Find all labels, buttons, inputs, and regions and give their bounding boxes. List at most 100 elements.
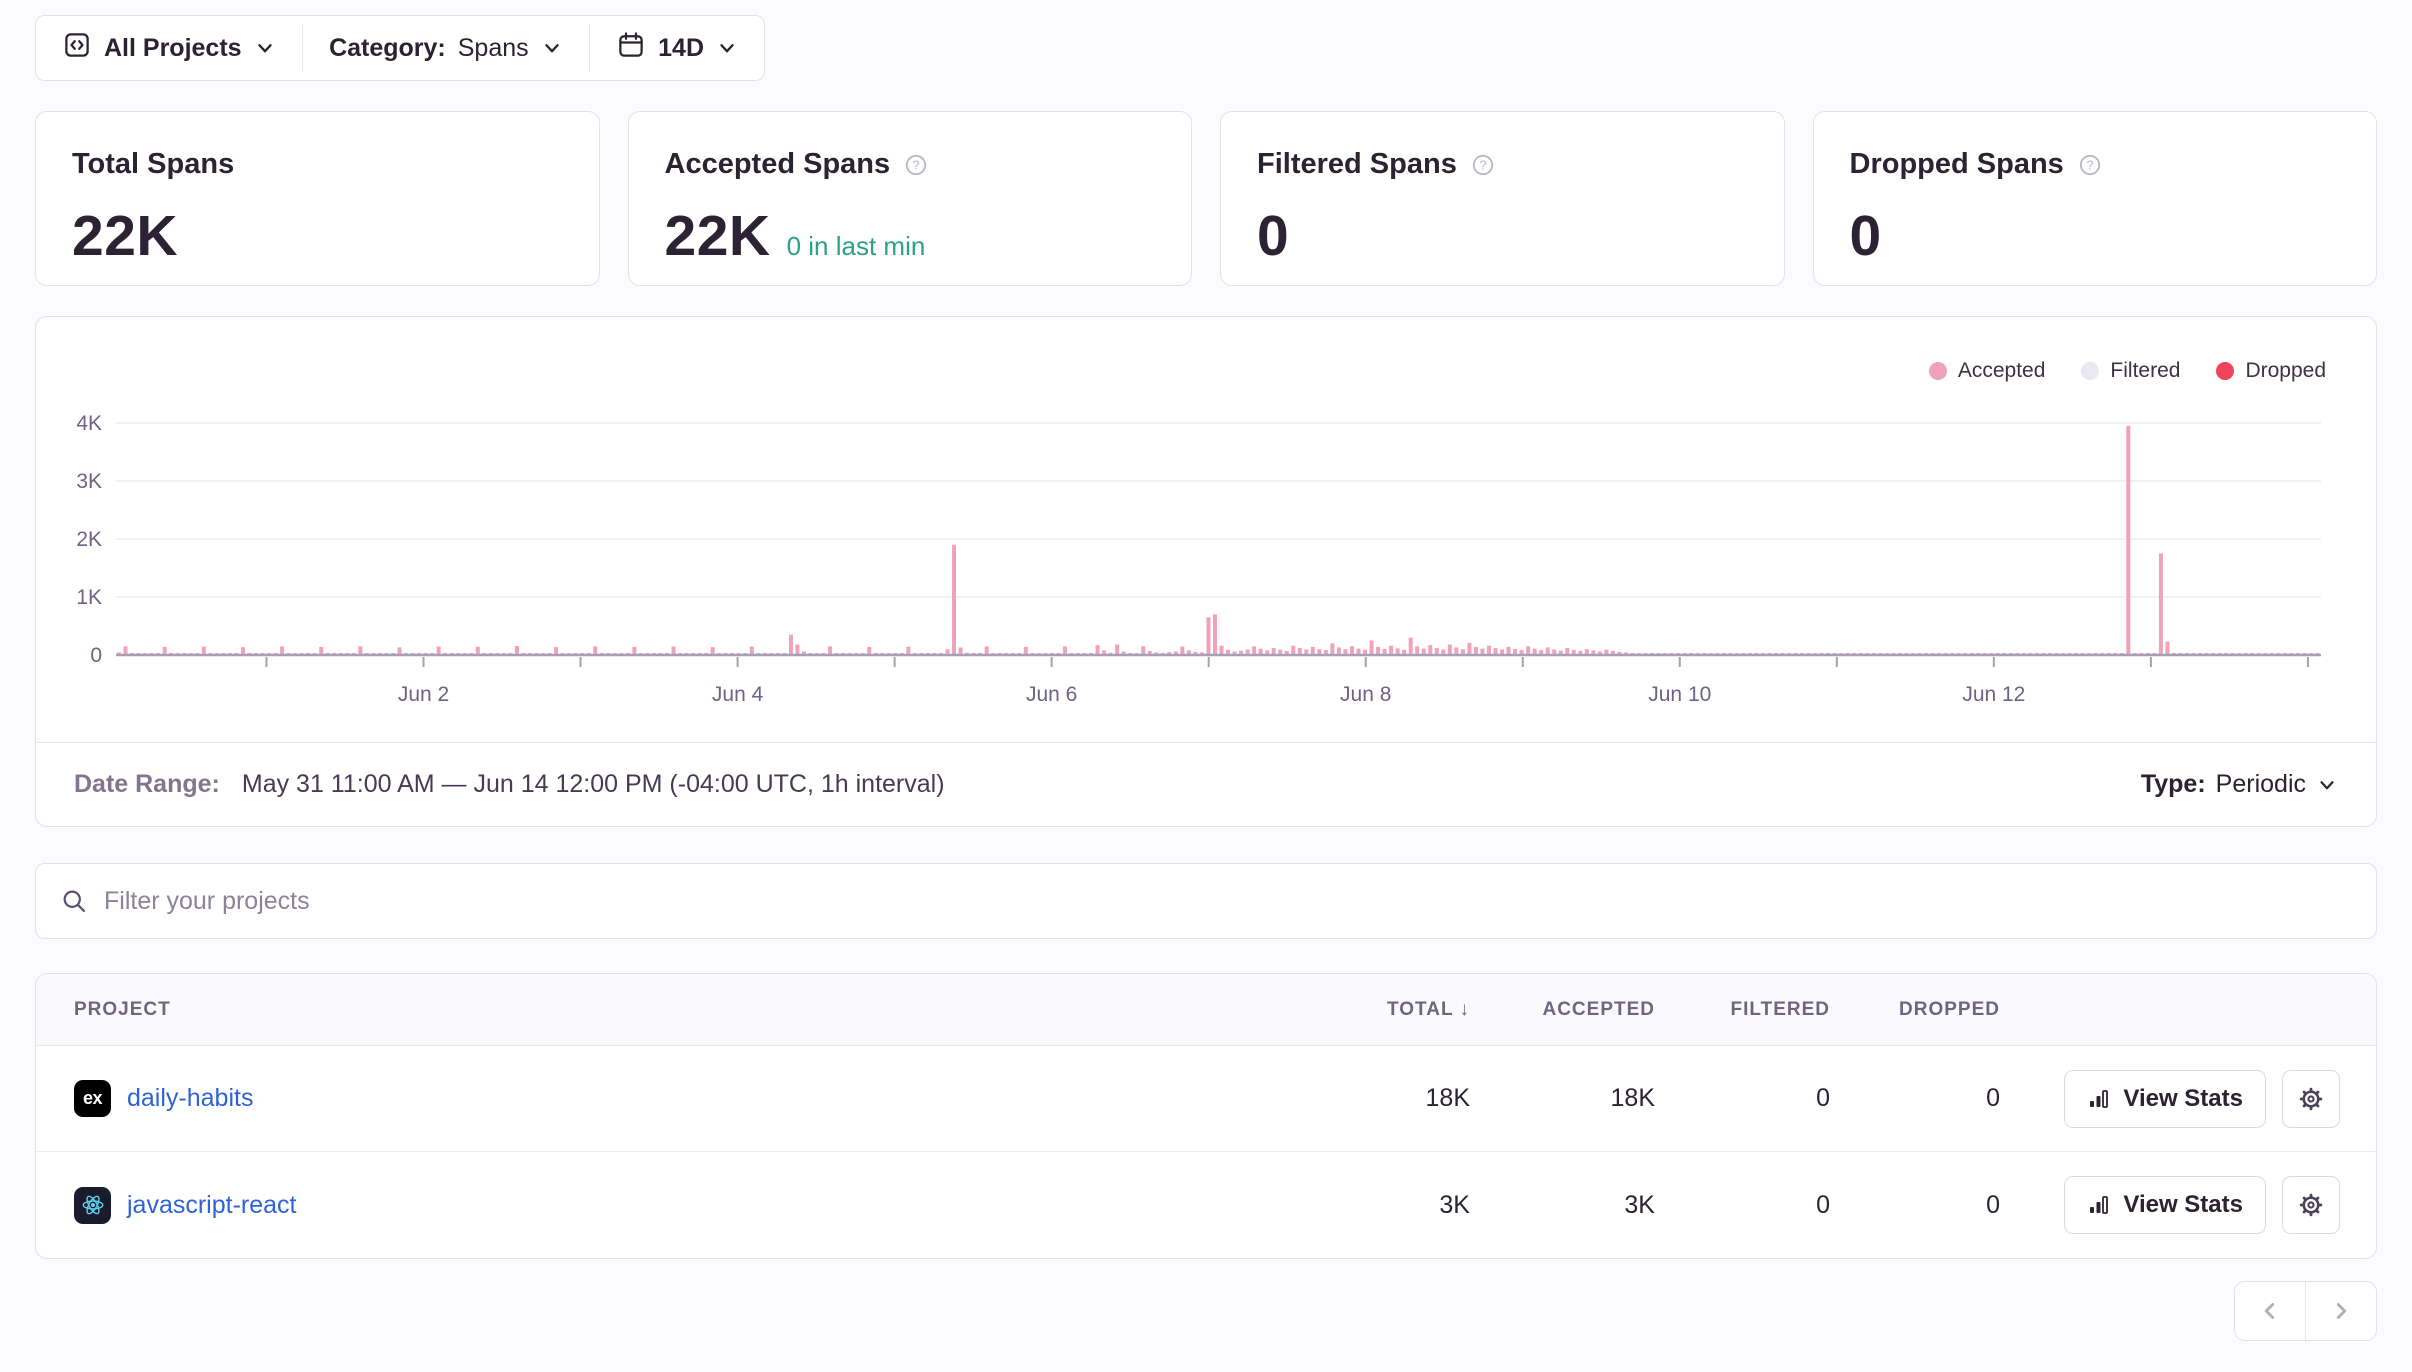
card-title: Filtered Spans <box>1257 148 1457 180</box>
bar-chart-icon <box>2090 1089 2109 1108</box>
search-icon <box>63 890 86 913</box>
total-cell: 18K <box>1425 1084 1470 1112</box>
help-icon[interactable]: ? <box>1471 153 1495 177</box>
svg-text:2K: 2K <box>76 528 102 551</box>
filtered-legend-dot <box>2081 362 2100 380</box>
card-title: Total Spans <box>72 148 235 180</box>
total-cell: 3K <box>1439 1190 1470 1219</box>
sort-arrow-down-icon: ↓ <box>1459 998 1470 1020</box>
bar-chart-icon <box>2090 1196 2109 1214</box>
pagination <box>35 1281 2377 1341</box>
svg-text:?: ? <box>2086 158 2093 172</box>
next-page-button[interactable] <box>2306 1282 2376 1340</box>
svg-text:4K: 4K <box>76 412 102 435</box>
category-filter-dropdown[interactable]: Category: Spans <box>303 16 589 80</box>
filtered-cell: 0 <box>1816 1084 1830 1112</box>
stat-card-dropped-spans: Dropped Spans ? 0 <box>1812 111 2377 286</box>
view-stats-button[interactable]: View Stats <box>2064 1069 2266 1128</box>
chevron-down-icon <box>257 44 272 53</box>
toolbar-divider <box>588 24 591 72</box>
date-range-label: Date Range: <box>74 770 220 798</box>
svg-text:3K: 3K <box>76 470 102 493</box>
accepted-cell: 3K <box>1624 1190 1655 1219</box>
chart-legend: Accepted Filtered Dropped <box>1928 359 2326 383</box>
usage-bar-chart: 0 1K 2K 3K 4K Jun 2 Jun 4 Jun 6 Jun 8 Jun 10 Jun 1… <box>36 317 2376 742</box>
help-icon[interactable]: ? <box>904 153 928 177</box>
chart-footer: Date Range: May 31 11:00 AM — Jun 14 12:… <box>36 742 2376 826</box>
dropped-cell: 0 <box>1986 1190 2000 1219</box>
card-title: Dropped Spans <box>1849 148 2064 180</box>
gear-icon <box>2299 1087 2323 1110</box>
svg-text:?: ? <box>913 158 920 172</box>
table-row: javascript-react 3K 3K 0 0 View Stats <box>36 1152 2376 1258</box>
type-label: Type: <box>2140 770 2206 798</box>
date-range-value: May 31 11:00 AM — Jun 14 12:00 PM (-04:0… <box>241 770 945 798</box>
chevron-down-icon <box>2320 780 2334 789</box>
accepted-legend-dot <box>1928 362 1947 380</box>
svg-text:Jun 8: Jun 8 <box>1340 683 1391 706</box>
category-filter-value: Spans <box>457 33 529 62</box>
accepted-cell: 18K <box>1610 1084 1655 1112</box>
svg-text:?: ? <box>1479 158 1486 172</box>
page-filters-bar: All Projects Category: Spans 14D <box>35 15 766 81</box>
legend-label: Accepted <box>1957 359 2046 382</box>
chevron-right-icon <box>2336 1303 2347 1319</box>
legend-item-dropped[interactable]: Dropped <box>2216 359 2326 383</box>
toolbar-divider <box>301 24 304 72</box>
table-header-row: PROJECT TOTAL ↓ ACCEPTED FILTERED DROPPE… <box>36 974 2376 1046</box>
project-settings-button[interactable] <box>2282 1176 2340 1234</box>
stat-card-filtered-spans: Filtered Spans ? 0 <box>1220 111 1785 286</box>
previous-page-button[interactable] <box>2234 1282 2305 1340</box>
legend-label: Dropped <box>2245 359 2326 382</box>
type-dropdown[interactable]: Type: Periodic <box>2141 770 2338 799</box>
project-filter-dropdown[interactable]: All Projects <box>36 16 302 80</box>
usage-chart-card: Accepted Filtered Dropped 0 1K 2K 3K 4K Jun 2… <box>35 316 2377 827</box>
projects-icon <box>62 30 92 67</box>
card-value: 22K <box>664 204 771 268</box>
project-settings-button[interactable] <box>2282 1069 2340 1128</box>
accepted-last-min-label: 0 in last min <box>786 231 926 261</box>
calendar-icon <box>616 30 646 67</box>
legend-item-accepted[interactable]: Accepted <box>1928 359 2046 383</box>
usage-bar-chart-svg: 0 1K 2K 3K 4K Jun 2 Jun 4 Jun 6 Jun 8 Jun 10 Jun 1… <box>76 412 2321 706</box>
projects-table: PROJECT TOTAL ↓ ACCEPTED FILTERED DROPPE… <box>35 973 2377 1259</box>
dropped-cell: 0 <box>1986 1084 2000 1112</box>
column-header-project: PROJECT <box>74 999 1320 1021</box>
legend-label: Filtered <box>2110 359 2181 382</box>
svg-text:1K: 1K <box>76 586 102 609</box>
column-header-total[interactable]: TOTAL ↓ <box>1320 999 1470 1021</box>
card-value: 0 <box>1257 204 1290 268</box>
svg-text:Jun 6: Jun 6 <box>1026 683 1077 706</box>
category-filter-label: Category: <box>329 33 446 62</box>
view-stats-button[interactable]: View Stats <box>2064 1176 2266 1234</box>
svg-text:0: 0 <box>90 644 102 667</box>
react-platform-icon <box>74 1186 111 1224</box>
card-value: 0 <box>1849 204 1882 268</box>
chevron-left-icon <box>2264 1303 2274 1319</box>
chevron-down-icon <box>544 44 559 53</box>
pager-divider <box>2304 1282 2306 1340</box>
date-range-dropdown[interactable]: 14D <box>590 16 764 80</box>
card-value: 22K <box>72 204 179 268</box>
svg-text:Jun 10: Jun 10 <box>1648 683 1711 706</box>
filter-projects-input[interactable] <box>104 886 2352 916</box>
svg-text:Jun 12: Jun 12 <box>1962 683 2025 706</box>
project-link[interactable]: javascript-react <box>127 1190 297 1219</box>
expo-platform-icon: ex <box>74 1080 111 1117</box>
date-window-value: 14D <box>658 33 705 62</box>
table-row: ex daily-habits 18K 18K 0 0 View Stats <box>36 1046 2376 1152</box>
chevron-down-icon <box>720 44 734 53</box>
legend-item-filtered[interactable]: Filtered <box>2081 359 2180 383</box>
column-header-accepted[interactable]: ACCEPTED <box>1470 999 1655 1021</box>
stat-cards-row: Total Spans 22K Accepted Spans ? 22K 0 i… <box>35 111 2377 286</box>
svg-text:Jun 2: Jun 2 <box>398 683 449 706</box>
column-header-filtered[interactable]: FILTERED <box>1655 999 1830 1021</box>
help-icon[interactable]: ? <box>2078 153 2102 177</box>
column-header-dropped[interactable]: DROPPED <box>1830 999 2000 1021</box>
dropped-legend-dot <box>2216 362 2235 380</box>
filtered-cell: 0 <box>1816 1190 1830 1219</box>
stats-page: All Projects Category: Spans 14D <box>35 15 2377 1341</box>
project-filter-label: All Projects <box>104 33 242 62</box>
project-link[interactable]: daily-habits <box>127 1084 254 1112</box>
svg-text:Jun 4: Jun 4 <box>712 683 764 706</box>
